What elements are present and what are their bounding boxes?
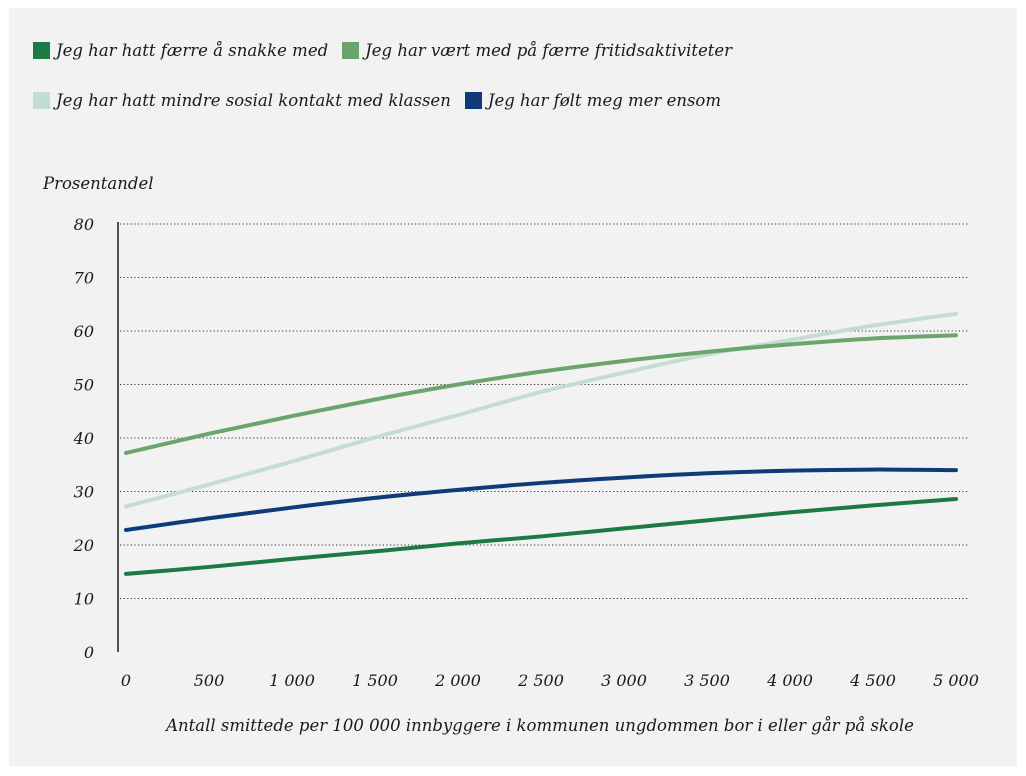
y-tick-label: 60 bbox=[74, 322, 94, 341]
x-tick-label: 2 000 bbox=[434, 671, 481, 690]
legend-label-1: Jeg har hatt færre å snakke med bbox=[56, 40, 329, 60]
y-tick-label: 70 bbox=[74, 269, 94, 288]
x-tick-label: 500 bbox=[194, 671, 225, 690]
legend-label-4: Jeg har følt meg mer ensom bbox=[487, 90, 722, 110]
legend-row-2: Jeg har hatt mindre sosial kontakt med k… bbox=[33, 88, 993, 112]
x-tick-label: 4 000 bbox=[766, 671, 813, 690]
legend-label-3: Jeg har hatt mindre sosial kontakt med k… bbox=[56, 90, 451, 110]
legend-item-3: Jeg har hatt mindre sosial kontakt med k… bbox=[33, 91, 451, 110]
x-tick-label: 2 500 bbox=[517, 671, 564, 690]
legend-swatch-3 bbox=[33, 91, 50, 109]
chart-panel bbox=[9, 8, 1017, 766]
legend-label-2: Jeg har vært med på færre fritidsaktivit… bbox=[365, 40, 733, 60]
y-tick-labels: 0 10 20 30 40 50 60 70 80 bbox=[73, 215, 94, 662]
x-tick-label: 0 bbox=[121, 671, 131, 690]
x-tick-label: 4 500 bbox=[849, 671, 896, 690]
x-tick-label: 3 000 bbox=[601, 671, 647, 690]
x-tick-labels: 0 500 1 000 1 500 2 000 2 500 3 000 3 500 4 000 4… bbox=[121, 671, 979, 690]
y-tick-label: 30 bbox=[74, 483, 94, 502]
series-line-1 bbox=[124, 496, 958, 576]
series-line-3 bbox=[124, 311, 958, 509]
x-tick-label: 3 500 bbox=[684, 671, 730, 690]
y-axis-title: Prosentandel bbox=[42, 174, 153, 193]
y-tick-label: 20 bbox=[73, 536, 94, 555]
y-tick-label: 0 bbox=[84, 643, 94, 662]
y-tick-label: 40 bbox=[73, 429, 94, 448]
series-line-2 bbox=[124, 333, 958, 455]
legend-swatch-1 bbox=[33, 41, 50, 59]
legend-swatch-2 bbox=[342, 41, 360, 59]
y-tick-label: 10 bbox=[74, 590, 94, 609]
y-tick-label: 50 bbox=[74, 376, 94, 395]
legend-item-4: Jeg har følt meg mer ensom bbox=[464, 90, 722, 110]
x-tick-label: 1 000 bbox=[269, 671, 315, 690]
legend-item-1: Jeg har hatt færre å snakke med bbox=[33, 41, 328, 60]
y-tick-label: 80 bbox=[74, 215, 94, 234]
legend-swatch-4 bbox=[464, 91, 482, 109]
series-lines bbox=[124, 311, 958, 576]
legend-item-2: Jeg har vært med på færre fritidsaktivit… bbox=[342, 41, 732, 60]
x-tick-label: 1 500 bbox=[352, 671, 398, 690]
legend: Jeg har hatt færre å snakke med Jeg har … bbox=[33, 38, 993, 138]
x-axis-title: Antall smittede per 100 000 innbyggere i… bbox=[164, 716, 914, 735]
gridlines bbox=[120, 223, 968, 599]
series-line-4 bbox=[124, 467, 958, 533]
x-tick-label: 5 000 bbox=[933, 671, 979, 690]
legend-row-1: Jeg har hatt færre å snakke med Jeg har … bbox=[33, 38, 993, 62]
